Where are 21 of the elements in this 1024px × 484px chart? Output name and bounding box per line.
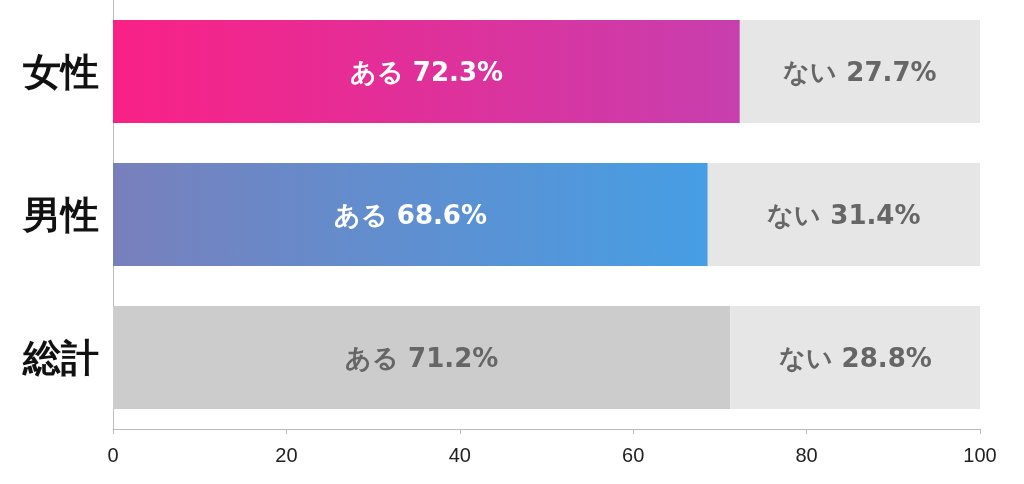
- y-tick-label: 男性: [22, 192, 99, 237]
- x-tick-label: 40: [448, 444, 471, 466]
- bar: [113, 306, 731, 409]
- bar: [707, 163, 980, 266]
- x-tick-label: 60: [622, 444, 645, 466]
- data-label: ない 31.4%: [767, 199, 921, 230]
- data-label: ある 72.3%: [349, 56, 504, 87]
- y-tick-label: 総計: [22, 335, 99, 380]
- bar: [113, 163, 708, 266]
- data-label: ある 68.6%: [333, 199, 488, 230]
- data-label: ある 71.2%: [345, 342, 499, 373]
- data-label: ない 27.7%: [783, 56, 937, 87]
- bar: [739, 20, 980, 123]
- x-tick-label: 20: [275, 444, 298, 466]
- bar: [730, 306, 980, 409]
- x-tick-label: 100: [963, 444, 997, 466]
- y-tick-label: 女性: [23, 49, 99, 94]
- data-label: ない 28.8%: [778, 342, 932, 373]
- bar: [113, 20, 740, 123]
- x-tick-label: 80: [795, 444, 818, 466]
- x-tick-label: 0: [107, 444, 119, 466]
